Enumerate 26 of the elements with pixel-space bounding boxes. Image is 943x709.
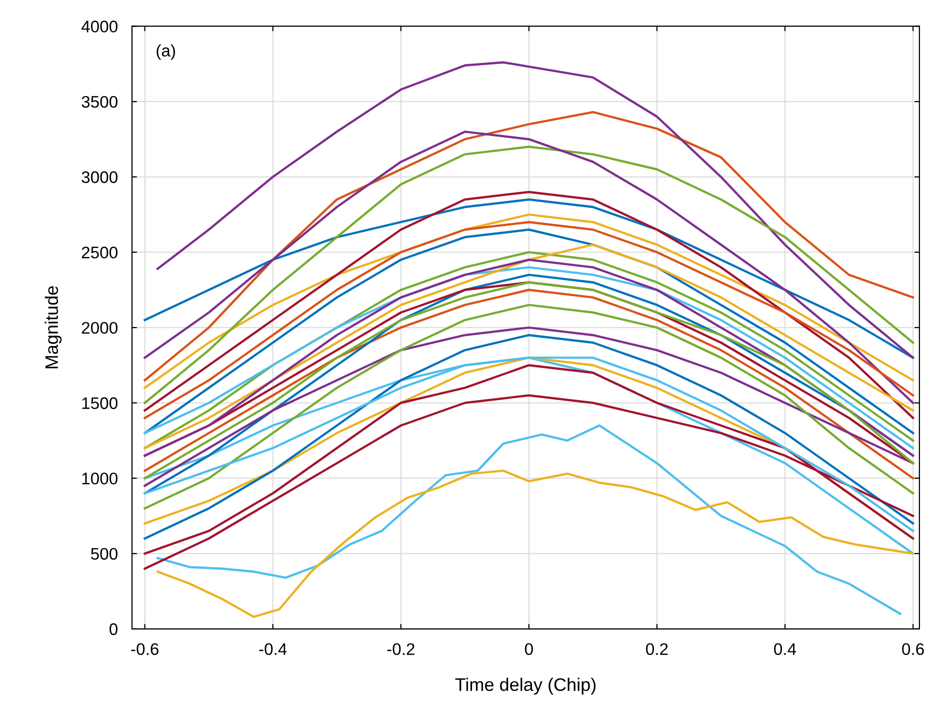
x-tick-label: -0.4 [259, 643, 287, 656]
x-axis-title: Time delay (Chip) [455, 678, 596, 695]
line-series [156, 470, 914, 618]
y-tick-label: 1500 [82, 397, 118, 410]
y-tick-label: 3000 [82, 171, 118, 184]
x-tick-label: -0.6 [131, 643, 158, 656]
x-tick-label: 0 [524, 643, 533, 656]
line-series [144, 326, 914, 487]
y-tick-label: 2500 [82, 246, 118, 258]
x-tick-label: 0.6 [902, 643, 924, 656]
line-series [144, 304, 914, 510]
y-tick-label: 1000 [82, 472, 118, 484]
line-series [156, 61, 914, 359]
y-tick-label: 3500 [82, 96, 118, 108]
line-series [144, 198, 914, 359]
x-tick-label: 0.2 [646, 643, 668, 656]
annotation: (a) [156, 44, 175, 60]
y-axis-title: Magnitude [44, 286, 62, 368]
x-tick-label: -0.2 [387, 643, 414, 656]
y-tick-label: 4000 [81, 20, 118, 32]
line-series [156, 424, 902, 615]
y-tick-label: 0 [110, 623, 118, 636]
y-tick-label: 500 [90, 548, 118, 560]
x-tick-label: 0.4 [774, 643, 796, 656]
y-tick-label: 2000 [82, 322, 118, 334]
line-series [144, 213, 914, 389]
